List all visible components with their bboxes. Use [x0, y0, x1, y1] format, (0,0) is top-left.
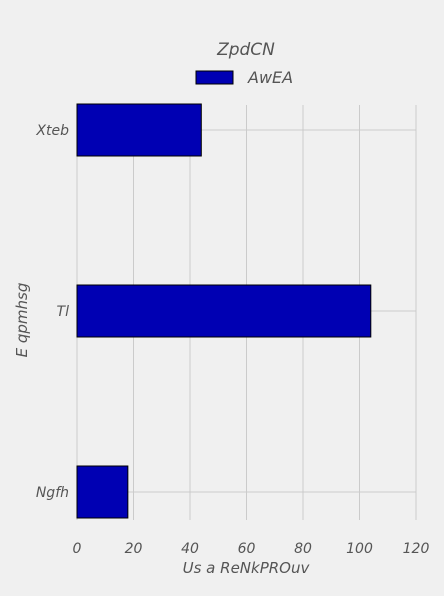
x-tick-label: 120	[403, 541, 430, 557]
legend-swatch	[195, 70, 234, 85]
y-tick-label: Xteb	[35, 123, 69, 139]
tick-labels: 0 20 40 60 80 100 120 Xteb Tl Ngfh	[35, 123, 429, 557]
legend: ZpdCN AwEA	[195, 40, 293, 87]
bar-ngfh	[76, 465, 129, 519]
bar-tl	[76, 284, 372, 338]
y-tick-label: Tl	[57, 304, 70, 320]
x-tick-label: 100	[346, 541, 373, 557]
x-tick-label: 80	[294, 541, 312, 557]
bars	[76, 103, 372, 519]
y-axis-label: E qpmhsg	[13, 283, 31, 358]
x-axis-label: Us a ReNkPROuv	[183, 559, 311, 577]
x-tick-label: 20	[125, 541, 143, 557]
x-tick-label: 60	[238, 541, 256, 557]
legend-label: AwEA	[247, 68, 293, 87]
bar-xteb	[76, 103, 202, 157]
x-tick-label: 40	[181, 541, 199, 557]
x-tick-label: 0	[73, 541, 82, 557]
legend-title: ZpdCN	[216, 40, 275, 60]
y-tick-label: Ngfh	[36, 485, 69, 501]
